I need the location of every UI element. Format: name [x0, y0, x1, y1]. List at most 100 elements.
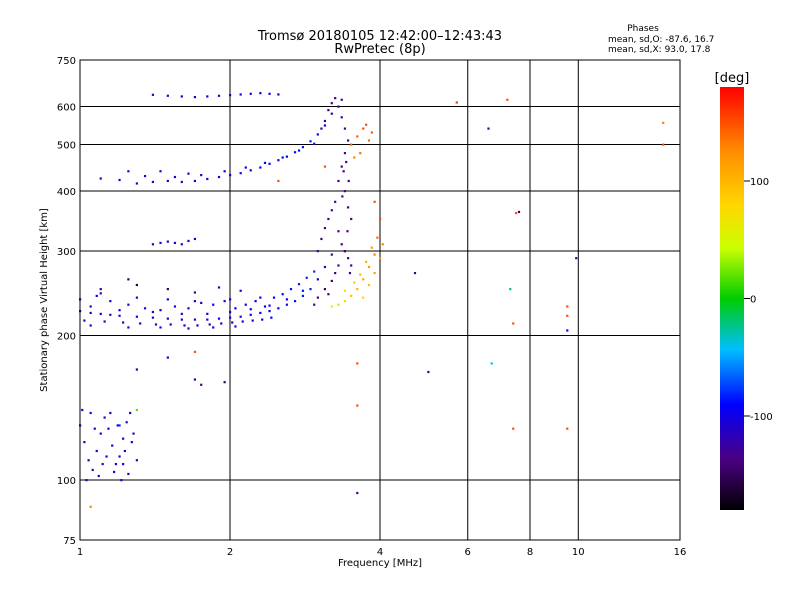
data-point	[373, 271, 376, 275]
data-point	[350, 217, 353, 221]
data-point	[101, 462, 104, 466]
y-tick-label: 500	[57, 141, 76, 152]
colorbar-label: [deg]	[715, 71, 750, 86]
grid-lines	[80, 60, 680, 540]
data-point	[356, 404, 359, 407]
x-axis-label: Frequency [MHz]	[338, 558, 422, 569]
data-point	[99, 288, 102, 291]
y-tick-label: 300	[57, 247, 76, 258]
data-point	[323, 165, 327, 168]
data-point	[343, 190, 347, 193]
data-point	[193, 318, 197, 321]
data-point	[151, 310, 155, 314]
data-point	[285, 155, 288, 158]
data-point	[350, 143, 353, 146]
data-point	[334, 97, 337, 100]
data-point	[289, 288, 293, 291]
data-point	[337, 179, 340, 183]
data-point	[313, 142, 316, 145]
data-point	[487, 127, 490, 130]
data-point	[180, 95, 183, 98]
data-point	[277, 307, 280, 310]
data-point	[346, 230, 349, 233]
data-point	[346, 257, 350, 260]
data-point	[297, 283, 301, 286]
data-point	[159, 326, 162, 329]
data-point	[95, 294, 98, 297]
data-point	[127, 326, 130, 329]
data-point	[509, 288, 512, 291]
data-point	[135, 315, 138, 318]
data-point	[330, 112, 333, 115]
plot-frame	[79, 59, 681, 541]
data-point	[212, 326, 215, 329]
data-point	[239, 289, 242, 292]
data-point	[166, 356, 169, 359]
data-point	[566, 305, 569, 308]
data-point	[373, 253, 376, 256]
data-point	[249, 92, 252, 95]
data-point	[334, 271, 337, 275]
y-axis-label: Stationary phase Virtual Height [km]	[39, 208, 50, 392]
chart-subtitle: RwPretec (8p)	[334, 42, 425, 57]
data-point	[301, 294, 305, 297]
data-point	[254, 300, 257, 303]
data-point	[217, 175, 221, 179]
data-point	[323, 227, 327, 230]
data-point	[249, 308, 252, 311]
data-point	[353, 281, 356, 284]
data-point	[340, 98, 343, 101]
data-point	[118, 455, 121, 458]
data-point	[239, 93, 242, 96]
data-point	[343, 127, 347, 130]
data-point	[244, 303, 247, 306]
data-point	[135, 182, 138, 185]
data-point	[244, 166, 247, 169]
data-point	[379, 217, 382, 221]
data-point	[350, 264, 353, 267]
data-point	[103, 320, 106, 323]
data-point	[120, 479, 123, 482]
data-point	[166, 94, 169, 97]
data-point	[281, 293, 284, 296]
data-point	[122, 437, 125, 440]
data-point	[85, 479, 88, 482]
data-point	[200, 301, 203, 305]
data-point	[263, 161, 267, 165]
data-point	[343, 300, 347, 303]
data-point	[359, 273, 362, 276]
data-point	[166, 240, 169, 243]
data-point	[512, 322, 515, 325]
data-point	[343, 250, 347, 253]
data-point	[301, 289, 305, 292]
data-point	[343, 289, 347, 292]
data-point	[109, 411, 112, 415]
data-points	[79, 92, 665, 508]
data-point	[285, 303, 288, 306]
data-point	[127, 170, 130, 173]
data-point	[193, 378, 197, 381]
data-point	[337, 303, 340, 306]
x-tick-label: 8	[527, 547, 533, 558]
data-point	[89, 505, 92, 508]
data-point	[193, 291, 197, 294]
data-point	[129, 411, 132, 415]
data-point	[268, 304, 271, 307]
y-tick-label: 200	[57, 332, 76, 343]
data-point	[239, 172, 242, 175]
data-point	[517, 210, 521, 214]
data-point	[143, 174, 147, 178]
data-point	[229, 94, 232, 97]
data-point	[249, 169, 252, 172]
data-point	[512, 427, 515, 430]
data-point	[135, 459, 138, 462]
data-point	[159, 309, 162, 312]
data-point	[455, 101, 458, 104]
x-tick-label: 1	[77, 547, 83, 558]
data-point	[373, 200, 376, 203]
data-point	[365, 260, 368, 263]
data-point	[91, 468, 94, 472]
data-point	[200, 383, 203, 386]
colorbar-gradient	[720, 87, 744, 510]
data-point	[107, 427, 110, 430]
